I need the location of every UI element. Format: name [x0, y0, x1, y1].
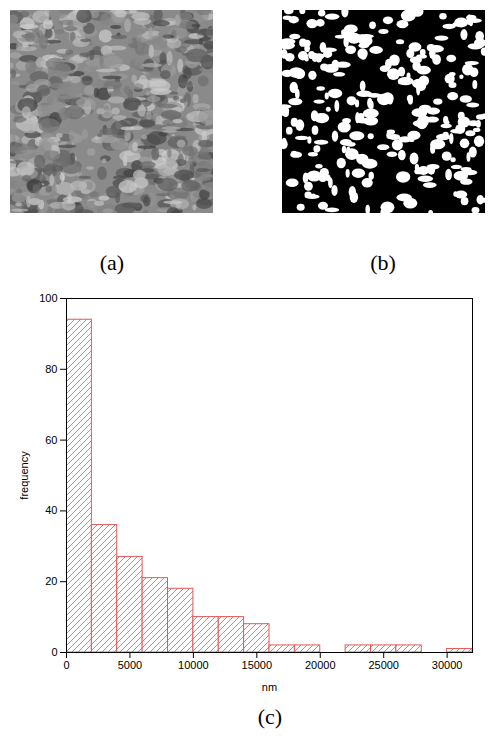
svg-text:60: 60 [45, 434, 57, 446]
html-text:(a): (a) [99, 250, 125, 275]
svg-text:100: 100 [39, 292, 57, 304]
svg-text:30000: 30000 [432, 659, 463, 671]
svg-text:40: 40 [45, 504, 57, 516]
svg-text:20: 20 [45, 575, 57, 587]
svg-text:20000: 20000 [305, 659, 336, 671]
svg-text:0: 0 [51, 646, 57, 658]
svg-text:80: 80 [45, 363, 57, 375]
svg-text:0: 0 [63, 659, 69, 671]
svg-text:25000: 25000 [368, 659, 399, 671]
svg-text:5000: 5000 [118, 659, 142, 671]
svg-text:frequency: frequency [18, 451, 30, 500]
html-text:(c): (c) [257, 704, 283, 729]
svg-text:15000: 15000 [242, 659, 273, 671]
svg-text:10000: 10000 [178, 659, 209, 671]
svg-text:nm: nm [262, 681, 277, 693]
html-text:(b): (b) [370, 250, 396, 275]
